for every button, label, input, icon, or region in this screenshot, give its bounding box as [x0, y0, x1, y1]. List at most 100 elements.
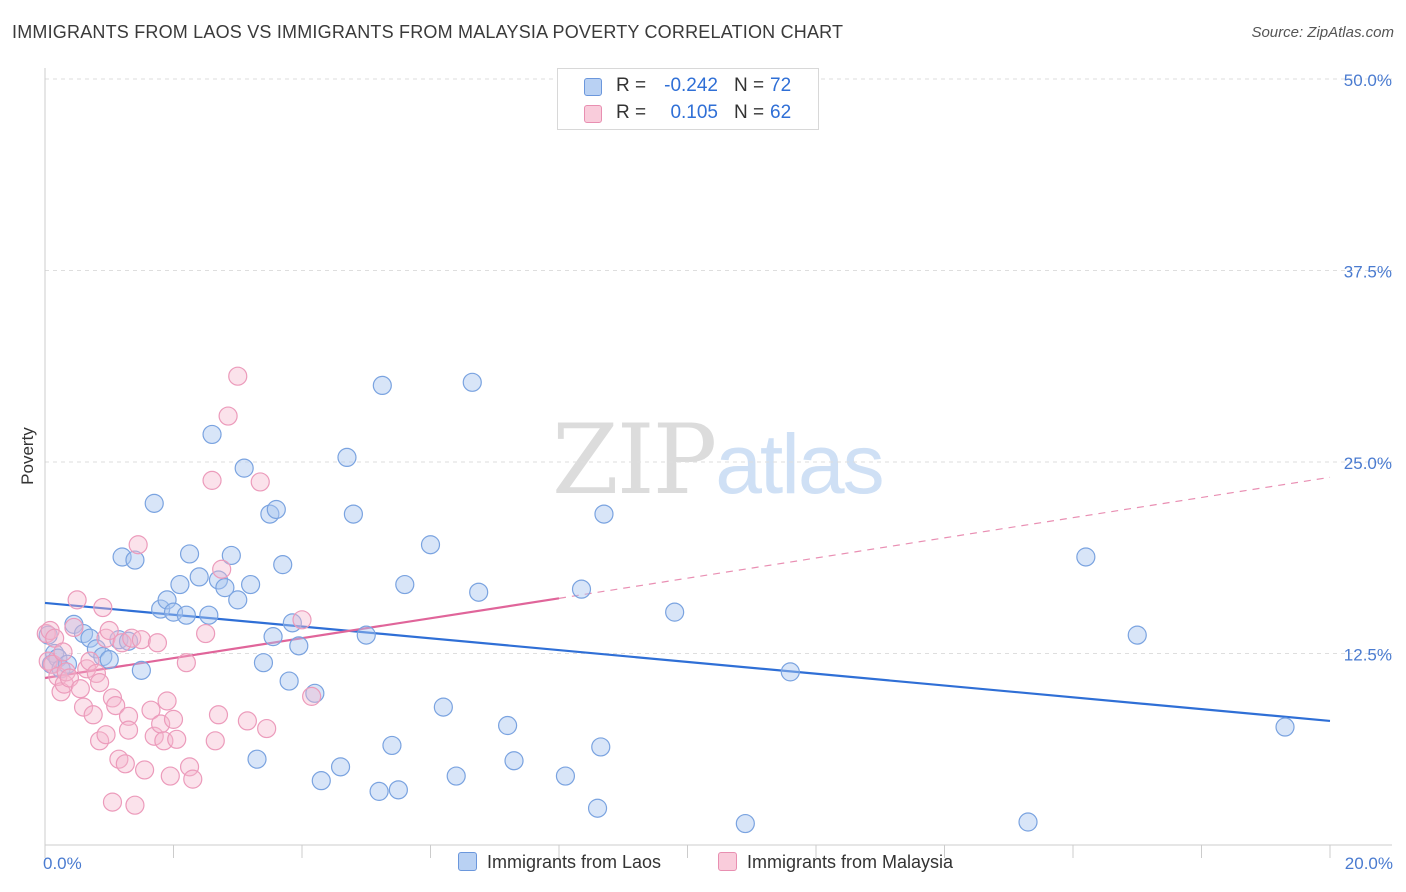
laos-point — [446, 766, 466, 786]
laos-point — [131, 660, 151, 680]
laos-point — [433, 697, 453, 717]
malaysia-point — [250, 472, 270, 492]
laos-point — [388, 780, 408, 800]
malaysia-point — [99, 620, 119, 641]
malaysia-point — [118, 706, 139, 726]
legend-row-laos: R = -0.242 N = 72 — [558, 73, 818, 101]
laos-point — [462, 372, 482, 392]
malaysia-point — [167, 729, 187, 749]
source-label: Source: ZipAtlas.com — [1251, 24, 1394, 41]
laos-point — [555, 766, 576, 786]
laos-point — [382, 735, 402, 756]
malaysia-point — [67, 590, 87, 610]
malaysia-point — [73, 697, 94, 717]
laos-point — [594, 504, 614, 524]
laos-point — [157, 590, 177, 610]
malaysia-point — [205, 731, 225, 751]
laos-point — [504, 751, 524, 771]
laos-legend-swatch — [458, 852, 477, 871]
laos-point — [780, 662, 800, 682]
legend-item-laos: Immigrants from Laos — [458, 852, 661, 873]
malaysia-point — [218, 406, 238, 426]
laos-point — [343, 504, 363, 524]
laos-point — [221, 545, 241, 566]
malaysia-trend-extension — [558, 476, 1331, 599]
malaysia-point — [64, 617, 84, 638]
laos-point — [1018, 812, 1038, 832]
malaysia-point — [228, 366, 248, 386]
laos-point — [266, 499, 286, 520]
x-tick-label-max: 20.0% — [1345, 854, 1393, 873]
malaysia-n-value: 62 — [770, 102, 792, 123]
malaysia-point — [70, 679, 90, 699]
malaysia-point — [122, 628, 142, 648]
laos-point — [420, 535, 441, 555]
malaysia-point — [302, 686, 322, 706]
malaysia-point — [160, 766, 180, 786]
laos-point — [289, 636, 309, 656]
malaysia-legend-label: Immigrants from Malaysia — [747, 852, 954, 872]
laos-r-value: -0.242 — [664, 75, 718, 96]
malaysia-r-label: R = — [616, 102, 647, 123]
malaysia-point — [128, 535, 148, 555]
laos-point — [305, 683, 325, 703]
laos-r-label: R = — [616, 75, 647, 96]
malaysia-point — [257, 718, 277, 739]
laos-point — [228, 590, 248, 610]
malaysia-point — [106, 695, 126, 716]
watermark-zip: ZIP — [552, 404, 717, 516]
malaysia-point — [93, 597, 113, 618]
laos-point — [311, 771, 331, 791]
malaysia-point — [202, 470, 222, 490]
laos-point — [80, 628, 100, 648]
laos-point — [587, 798, 608, 818]
laos-point — [1275, 717, 1295, 737]
laos-point — [241, 574, 261, 595]
laos-point — [591, 737, 611, 757]
laos-point — [99, 650, 119, 670]
malaysia-point — [125, 795, 145, 815]
laos-point — [179, 544, 200, 564]
laos-point — [665, 602, 685, 622]
laos-trend-line — [44, 601, 1331, 723]
laos-point — [234, 458, 254, 478]
malaysia-point — [131, 630, 151, 650]
malaysia-point — [102, 792, 123, 812]
laos-point — [247, 749, 267, 769]
laos-point — [273, 555, 293, 575]
malaysia-point — [157, 691, 177, 711]
laos-point — [279, 671, 299, 691]
x-tick-label-min: 0.0% — [43, 854, 82, 873]
laos-point — [372, 375, 392, 395]
y-tick-label: 12.5% — [1344, 646, 1392, 665]
malaysia-point — [179, 757, 200, 777]
malaysia-point — [212, 559, 232, 579]
malaysia-point — [118, 720, 139, 740]
laos-point — [1076, 547, 1096, 567]
malaysia-point — [45, 628, 65, 648]
laos-point — [1127, 625, 1147, 645]
malaysia-point — [208, 705, 229, 725]
laos-point — [144, 493, 164, 513]
malaysia-point — [292, 610, 312, 630]
malaysia-point — [196, 623, 216, 644]
malaysia-point — [176, 653, 196, 673]
laos-legend-label: Immigrants from Laos — [487, 852, 662, 872]
laos-point — [571, 579, 592, 599]
malaysia-legend-swatch — [718, 852, 737, 871]
malaysia-point — [112, 633, 132, 653]
legend-item-malaysia: Immigrants from Malaysia — [718, 852, 953, 873]
laos-point — [208, 570, 229, 590]
laos-point — [330, 757, 351, 777]
laos-point — [356, 625, 376, 645]
malaysia-point — [144, 726, 164, 746]
laos-point — [253, 653, 274, 673]
malaysia-r-value: 0.105 — [670, 102, 718, 123]
malaysia-point — [51, 682, 71, 702]
malaysia-point — [77, 659, 97, 679]
laos-point — [125, 550, 145, 570]
malaysia-point — [83, 705, 103, 725]
legend-row-malaysia: R = 0.105 N = 62 — [558, 100, 818, 128]
laos-point — [498, 715, 518, 736]
